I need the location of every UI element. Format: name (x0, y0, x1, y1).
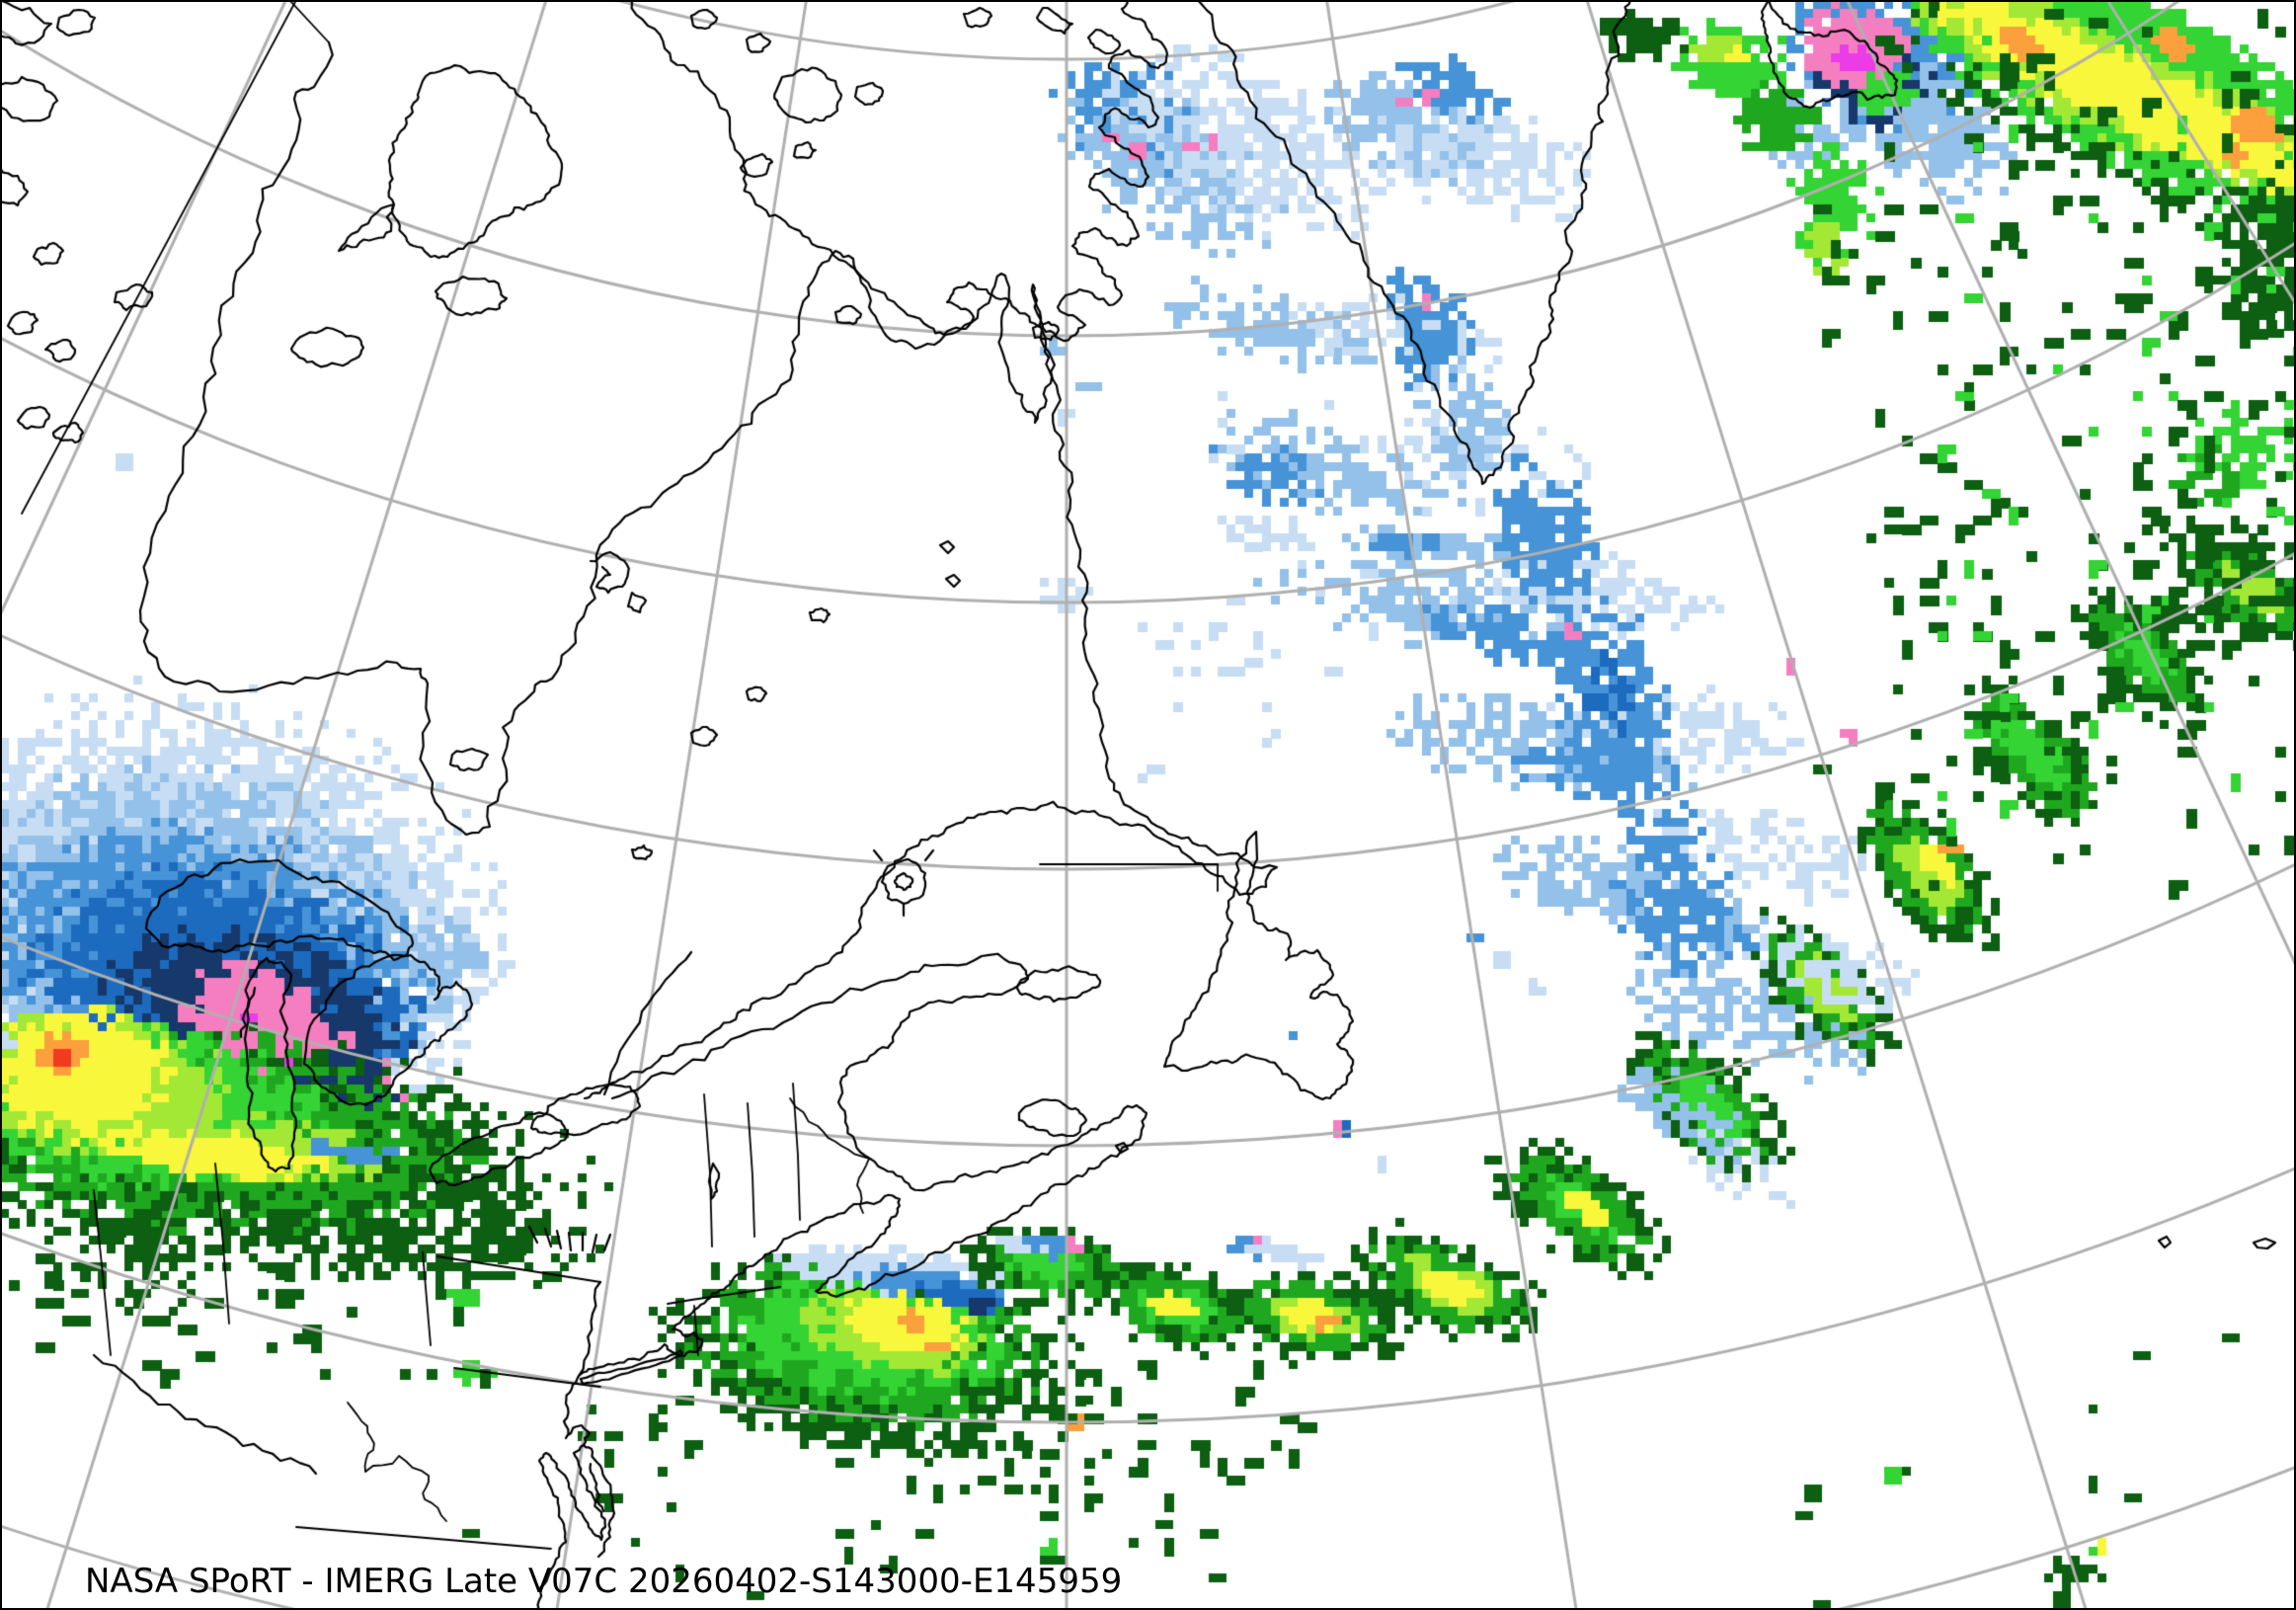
product-timestamp-label: NASA SPoRT - IMERG Late V07C 20260402-S1… (85, 1562, 1123, 1601)
